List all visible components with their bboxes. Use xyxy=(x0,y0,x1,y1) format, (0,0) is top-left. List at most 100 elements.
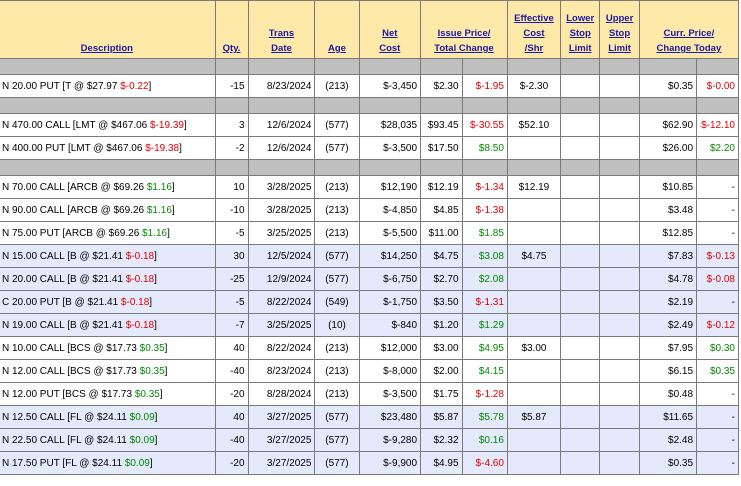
bracket-close: ] xyxy=(164,365,168,377)
separator-cell xyxy=(420,159,463,176)
table-row[interactable]: N 22.50 CALL [FL @ $24.11 $0.09] -40 3/27/… xyxy=(0,428,739,452)
age-cell: (577) xyxy=(314,136,360,160)
position-label: N 17.50 PUT [FL @ $24.11 xyxy=(2,457,125,469)
underlying-change: $0.35 xyxy=(134,388,160,400)
description-cell: N 17.50 PUT [FL @ $24.11 $0.09] xyxy=(0,451,216,475)
qty-cell: -5 xyxy=(214,290,249,314)
position-label: N 470.00 CALL [LMT @ $467.06 xyxy=(2,119,151,131)
header-description[interactable]: Description xyxy=(0,0,216,59)
net-cost-cell: $-4,850 xyxy=(358,198,422,222)
net-cost-cell: $-840 xyxy=(358,313,422,337)
age-cell: (213) xyxy=(314,175,360,199)
change-today-cell: - xyxy=(696,198,739,222)
separator-cell xyxy=(247,97,316,114)
upper-stop-cell xyxy=(599,175,640,199)
qty-cell: -10 xyxy=(214,198,249,222)
qty-cell: 3 xyxy=(214,113,249,137)
header-net-cost[interactable]: Net Cost xyxy=(358,0,422,59)
trans-date-cell: 3/28/2025 xyxy=(247,198,316,222)
description-cell: N 22.50 CALL [FL @ $24.11 $0.09] xyxy=(0,428,216,452)
separator-cell xyxy=(461,58,508,75)
upper-stop-cell xyxy=(599,136,640,160)
net-cost-cell: $-6,750 xyxy=(358,267,422,291)
table-row[interactable]: N 12.00 CALL [BCS @ $17.73 $0.35] -40 8/23… xyxy=(0,359,739,383)
effective-cost-cell xyxy=(506,382,562,406)
table-row[interactable]: C 20.00 PUT [B @ $21.41 $-0.18] -5 8/22/20… xyxy=(0,290,739,314)
position-label: N 400.00 PUT [LMT @ $467.06 xyxy=(2,142,146,154)
description-cell: N 20.00 CALL [B @ $21.41 $-0.18] xyxy=(0,267,216,291)
table-row[interactable]: N 20.00 PUT [T @ $27.97 $-0.22] -15 8/23/2… xyxy=(0,74,739,98)
underlying-change: $-0.18 xyxy=(125,250,155,262)
issue-price-cell: $11.00 xyxy=(420,221,463,245)
description-cell: N 90.00 CALL [ARCB @ $69.26 $1.16] xyxy=(0,198,216,222)
underlying-change: $-19.39 xyxy=(150,119,184,131)
table-row[interactable]: N 10.00 CALL [BCS @ $17.73 $0.35] 40 8/22/… xyxy=(0,336,739,360)
table-row[interactable]: N 75.00 PUT [ARCB @ $69.26 $1.16] -5 3/25/… xyxy=(0,221,739,245)
curr-price-cell: $11.65 xyxy=(638,405,698,429)
effective-cost-cell: $52.10 xyxy=(506,113,562,137)
separator-cell xyxy=(560,58,601,75)
table-row[interactable]: N 12.50 CALL [FL @ $24.11 $0.09] 40 3/27/2… xyxy=(0,405,739,429)
effective-cost-cell: $12.19 xyxy=(506,175,562,199)
table-row[interactable]: N 90.00 CALL [ARCB @ $69.26 $1.16] -10 3/2… xyxy=(0,198,739,222)
table-row[interactable]: N 20.00 CALL [B @ $21.41 $-0.18] -25 12/9/… xyxy=(0,267,739,291)
upper-stop-cell xyxy=(599,221,640,245)
curr-price-cell: $7.83 xyxy=(638,244,698,268)
table-row[interactable]: N 19.00 CALL [B @ $21.41 $-0.18] -7 3/25/2… xyxy=(0,313,739,337)
header-trans-date[interactable]: Trans Date xyxy=(247,0,316,59)
position-label: N 12.00 CALL [BCS @ $17.73 xyxy=(2,365,140,377)
table-row[interactable]: N 470.00 CALL [LMT @ $467.06 $-19.39] 3 12… xyxy=(0,113,739,137)
header-effective-cost[interactable]: Effective Cost/Shr xyxy=(506,0,562,59)
table-row[interactable]: N 12.00 PUT [BCS @ $17.73 $0.35] -20 8/28/… xyxy=(0,382,739,406)
issue-price-cell: $1.75 xyxy=(420,382,463,406)
lower-stop-cell xyxy=(560,359,601,383)
description-cell: N 12.50 CALL [FL @ $24.11 $0.09] xyxy=(0,405,216,429)
separator-cell xyxy=(461,97,508,114)
bracket-close: ] xyxy=(167,227,170,239)
header-row: Description Qty. Trans Date Age Net Cost I… xyxy=(0,0,740,59)
header-age[interactable]: Age xyxy=(314,0,360,59)
total-change-cell: $-1.28 xyxy=(461,382,508,406)
qty-cell: 40 xyxy=(214,405,249,429)
issue-price-cell: $2.32 xyxy=(420,428,463,452)
separator-cell xyxy=(358,159,422,176)
table-row[interactable]: N 70.00 CALL [ARCB @ $69.26 $1.16] 10 3/28… xyxy=(0,175,739,199)
description-cell: N 10.00 CALL [BCS @ $17.73 $0.35] xyxy=(0,336,216,360)
header-issue-total[interactable]: Issue Price/Total Change xyxy=(420,0,508,59)
issue-price-cell: $4.95 xyxy=(420,451,463,475)
separator-cell xyxy=(696,159,739,176)
header-qty[interactable]: Qty. xyxy=(214,0,249,59)
separator-cell xyxy=(214,97,249,114)
bracket-close: ] xyxy=(171,181,175,193)
change-today-cell: $-12.10 xyxy=(696,113,739,137)
description-cell: N 20.00 PUT [T @ $27.97 $-0.22] xyxy=(0,74,216,98)
upper-stop-cell xyxy=(599,267,640,291)
total-change-cell: $-1.38 xyxy=(461,198,508,222)
age-cell: (577) xyxy=(314,113,360,137)
description-cell: N 12.00 PUT [BCS @ $17.73 $0.35] xyxy=(0,382,216,406)
trans-date-cell: 8/22/2024 xyxy=(247,290,316,314)
upper-stop-cell xyxy=(599,313,640,337)
change-today-cell: $-0.00 xyxy=(696,74,739,98)
separator-cell xyxy=(214,159,249,176)
effective-cost-cell xyxy=(506,451,562,475)
curr-price-cell: $62.90 xyxy=(638,113,698,137)
lower-stop-cell xyxy=(560,244,601,268)
separator-cell xyxy=(247,159,316,176)
bracket-close: ] xyxy=(148,80,152,92)
position-label: N 22.50 CALL [FL @ $24.11 xyxy=(2,434,130,446)
total-change-cell: $-4.60 xyxy=(461,451,508,475)
header-curr-change[interactable]: Curr. Price/Change Today xyxy=(638,0,740,59)
table-row[interactable]: N 15.00 CALL [B @ $21.41 $-0.18] 30 12/5/2… xyxy=(0,244,739,268)
header-upper-stop[interactable]: Upper Stop Limit xyxy=(599,0,640,59)
bracket-close: ] xyxy=(149,296,153,308)
table-row[interactable]: N 400.00 PUT [LMT @ $467.06 $-19.38] -2 12… xyxy=(0,136,739,160)
underlying-change: $-0.18 xyxy=(125,319,155,331)
table-row[interactable]: N 17.50 PUT [FL @ $24.11 $0.09] -20 3/27/2… xyxy=(0,451,739,475)
trans-date-cell: 12/9/2024 xyxy=(247,267,316,291)
issue-price-cell: $12.19 xyxy=(420,175,463,199)
header-lower-stop[interactable]: Lower Stop Limit xyxy=(560,0,601,59)
group-separator xyxy=(0,97,739,114)
age-cell: (577) xyxy=(314,451,360,475)
qty-cell: -20 xyxy=(214,451,249,475)
